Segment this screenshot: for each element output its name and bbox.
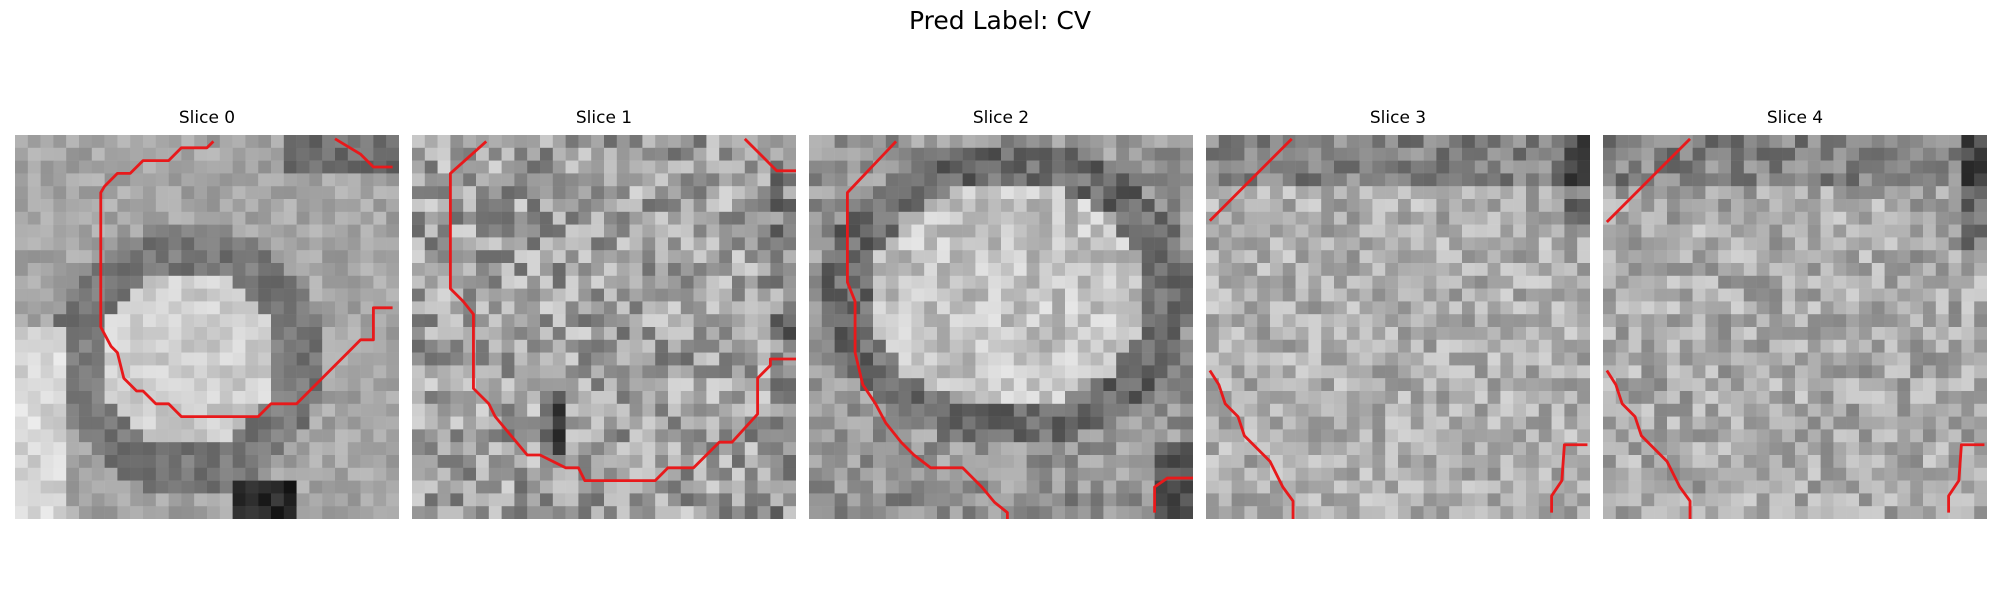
slice-image-4 bbox=[1603, 135, 1987, 519]
contour-line bbox=[1208, 369, 1295, 519]
contour-line bbox=[1605, 137, 1692, 224]
slice-image-1 bbox=[412, 135, 796, 519]
pixel-grid bbox=[1206, 135, 1590, 519]
slice-title-3: Slice 3 bbox=[1369, 108, 1427, 128]
contour-line bbox=[743, 137, 796, 173]
slice-title-4: Slice 4 bbox=[1766, 108, 1824, 128]
slice-image-0 bbox=[15, 135, 399, 519]
pixel-grid bbox=[412, 135, 796, 519]
contour-line bbox=[334, 137, 393, 169]
pixel-grid bbox=[809, 135, 1193, 519]
contour-line bbox=[1550, 443, 1588, 513]
slice-image-3 bbox=[1206, 135, 1590, 519]
contour-line bbox=[448, 140, 796, 483]
pixel-grid bbox=[1603, 135, 1987, 519]
contour-line bbox=[1208, 137, 1293, 222]
contour-line bbox=[1605, 369, 1692, 519]
contour-line bbox=[1153, 476, 1193, 513]
slice-title-0: Slice 0 bbox=[178, 108, 236, 128]
contour-line bbox=[99, 140, 393, 419]
slice-image-2 bbox=[809, 135, 1193, 519]
pixel-grid bbox=[15, 135, 399, 519]
slice-title-2: Slice 2 bbox=[972, 108, 1030, 128]
contour-line bbox=[1947, 443, 1985, 513]
contour-line bbox=[845, 140, 1009, 519]
figure-title: Pred Label: CV bbox=[909, 6, 1091, 35]
slice-title-1: Slice 1 bbox=[575, 108, 633, 128]
